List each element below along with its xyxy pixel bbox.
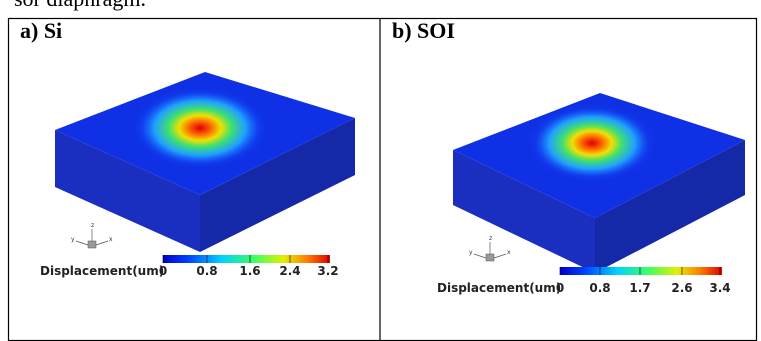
axis-icon-label: y xyxy=(71,236,75,243)
axis-icon-label: z xyxy=(91,222,94,229)
displacement-peak xyxy=(526,103,658,183)
colorbar-tick-label: 0 xyxy=(556,281,564,295)
axis-icon-cube xyxy=(486,254,494,261)
colorbar-title: Displacement(um) xyxy=(437,281,561,295)
colorbar-tick-label: 1.7 xyxy=(629,281,650,295)
colorbar-tick-label: 0.8 xyxy=(196,264,217,278)
displacement-peak xyxy=(130,86,270,170)
colorbar xyxy=(560,267,722,275)
figure: sor diaphragm. a) SizxyDisplacement(um)0… xyxy=(0,0,761,341)
colorbar-tick-label: 2.4 xyxy=(279,264,300,278)
colorbar-tick-label: 1.6 xyxy=(239,264,260,278)
axis-icon-label: x xyxy=(507,249,511,256)
axis-icon-label: z xyxy=(489,235,492,242)
axis-icon-label: x xyxy=(109,236,113,243)
axis-icon-line xyxy=(474,254,486,258)
colorbar-tick-label: 0 xyxy=(159,264,167,278)
axis-icon-cube xyxy=(88,241,96,248)
panel-label: a) Si xyxy=(20,18,62,43)
colorbar-tick-label: 3.2 xyxy=(317,264,338,278)
colorbar xyxy=(163,255,330,263)
axis-icon-label: y xyxy=(469,249,473,256)
panel-label: b) SOI xyxy=(392,18,455,43)
colorbar-tick-label: 3.4 xyxy=(709,281,730,295)
caption-fragment: sor diaphragm. xyxy=(14,0,146,11)
axis-icon-line xyxy=(96,241,108,245)
colorbar-tick-label: 0.8 xyxy=(589,281,610,295)
colorbar-tick-label: 2.6 xyxy=(671,281,692,295)
axis-icon-line xyxy=(494,254,506,258)
axis-icon-line xyxy=(76,241,88,245)
colorbar-title: Displacement(um) xyxy=(40,264,164,278)
